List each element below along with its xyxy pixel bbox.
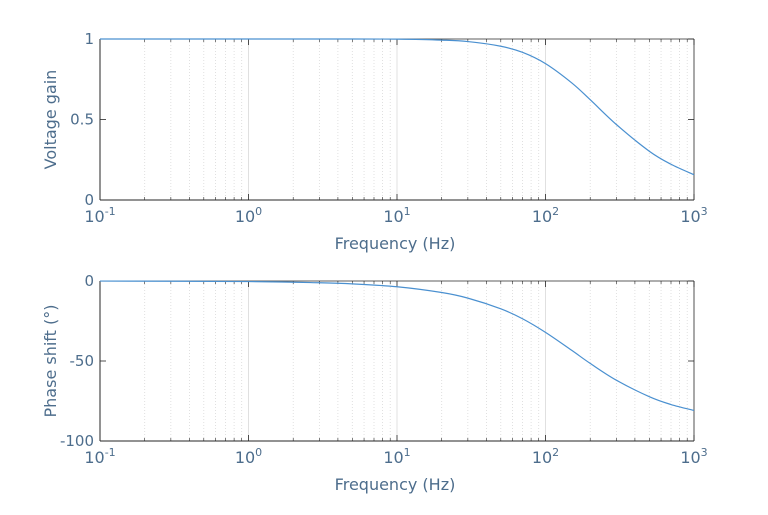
x-tick-label-base: 10 bbox=[84, 207, 104, 226]
x-tick-label: 100 bbox=[235, 446, 262, 467]
y-axis-label: Phase shift (°) bbox=[41, 305, 60, 418]
y-tick-label: -50 bbox=[70, 352, 95, 370]
x-tick-label-base: 10 bbox=[680, 448, 700, 467]
y-tick-label: 0 bbox=[84, 191, 94, 209]
series-line bbox=[99, 280, 695, 412]
x-tick-label: 103 bbox=[680, 446, 707, 467]
x-tick-label: 10-1 bbox=[84, 205, 115, 226]
x-tick-label-exponent: 3 bbox=[701, 446, 708, 459]
x-tick-label: 100 bbox=[235, 205, 262, 226]
series-line bbox=[99, 38, 695, 176]
x-tick-label-exponent: 2 bbox=[552, 446, 559, 459]
x-tick-label-base: 10 bbox=[532, 448, 552, 467]
x-tick-label-base: 10 bbox=[532, 207, 552, 226]
x-tick-label: 10-1 bbox=[84, 446, 115, 467]
y-axis-label: Voltage gain bbox=[41, 70, 60, 170]
x-tick-label-base: 10 bbox=[383, 448, 403, 467]
x-tick-label-exponent: -1 bbox=[105, 205, 116, 218]
x-tick-label: 102 bbox=[532, 446, 559, 467]
x-tick-label-base: 10 bbox=[383, 207, 403, 226]
x-tick-label-base: 10 bbox=[680, 207, 700, 226]
y-tick-label: 0 bbox=[84, 272, 94, 290]
x-tick-label-exponent: 1 bbox=[404, 205, 411, 218]
y-tick-label: 1 bbox=[84, 30, 94, 48]
x-tick-label: 102 bbox=[532, 205, 559, 226]
y-tick-label: -100 bbox=[60, 432, 94, 450]
x-tick-label-exponent: 3 bbox=[701, 205, 708, 218]
x-axis-label: Frequency (Hz) bbox=[335, 234, 456, 253]
x-tick-label-base: 10 bbox=[84, 448, 104, 467]
x-tick-label-exponent: 0 bbox=[255, 446, 262, 459]
x-tick-label-exponent: -1 bbox=[105, 446, 116, 459]
x-tick-label-base: 10 bbox=[235, 448, 255, 467]
x-tick-label: 103 bbox=[680, 205, 707, 226]
x-tick-label-exponent: 2 bbox=[552, 205, 559, 218]
x-tick-label-exponent: 0 bbox=[255, 205, 262, 218]
x-tick-label: 101 bbox=[383, 446, 410, 467]
x-tick-label-base: 10 bbox=[235, 207, 255, 226]
x-tick-label: 101 bbox=[383, 205, 410, 226]
x-tick-label-exponent: 1 bbox=[404, 446, 411, 459]
y-tick-label: 0.5 bbox=[70, 111, 94, 129]
x-axis-label: Frequency (Hz) bbox=[335, 475, 456, 494]
